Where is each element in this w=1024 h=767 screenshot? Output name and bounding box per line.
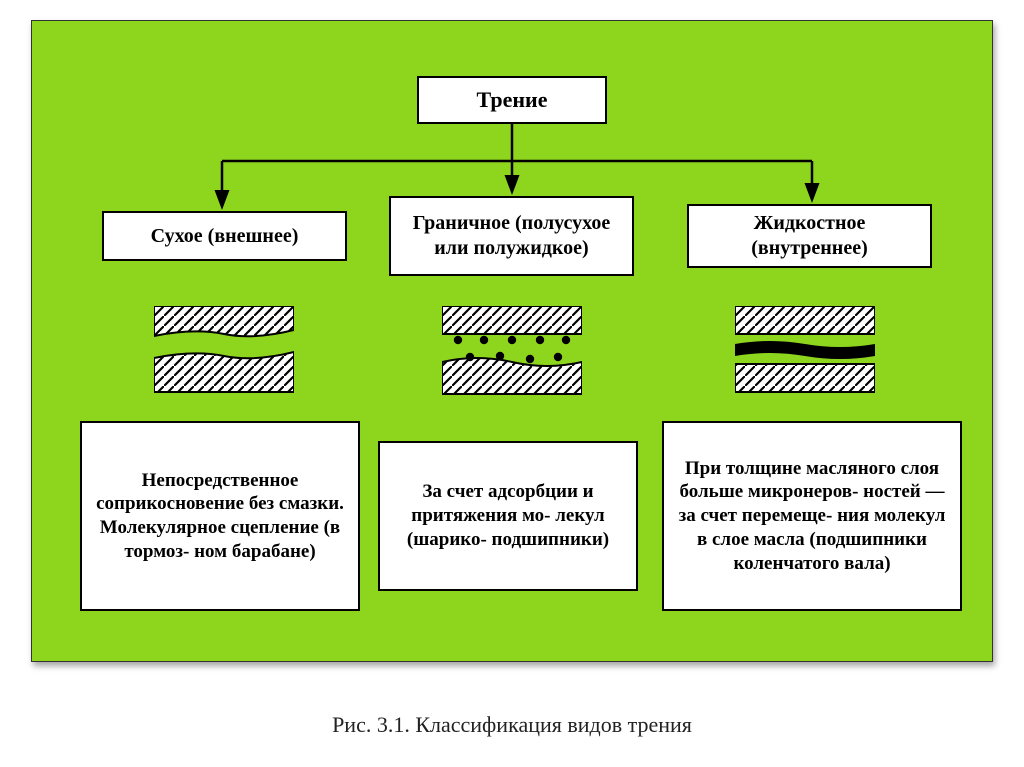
category-node-fluid: Жидкостное (внутреннее) xyxy=(687,204,932,268)
description-fluid: При толщине масляного слоя больше микрон… xyxy=(662,421,962,611)
illustration-boundary xyxy=(442,306,582,401)
category-title: Граничное (полусухое или полужидкое) xyxy=(399,211,624,261)
description-dry: Непосредственное соприкосновение без сма… xyxy=(80,421,360,611)
root-label: Трение xyxy=(477,86,548,114)
diagram-panel: Трение Сухое (внешнее) Граничное (полусу… xyxy=(31,20,993,662)
root-node: Трение xyxy=(417,76,607,124)
description-boundary: За счет адсорбции и притяжения мо- лекул… xyxy=(378,441,638,591)
illustration-fluid xyxy=(735,306,875,401)
description-text: Непосредственное соприкосновение без сма… xyxy=(90,469,350,564)
category-title: Сухое (внешнее) xyxy=(151,224,299,249)
caption-text: Рис. 3.1. Классификация видов трения xyxy=(332,712,692,737)
category-node-boundary: Граничное (полусухое или полужидкое) xyxy=(389,196,634,276)
category-node-dry: Сухое (внешнее) xyxy=(102,211,347,261)
description-text: За счет адсорбции и притяжения мо- лекул… xyxy=(388,480,628,551)
illustration-dry xyxy=(154,306,294,401)
figure-caption: Рис. 3.1. Классификация видов трения xyxy=(0,712,1024,738)
description-text: При толщине масляного слоя больше микрон… xyxy=(672,457,952,576)
category-title: Жидкостное (внутреннее) xyxy=(697,211,922,261)
